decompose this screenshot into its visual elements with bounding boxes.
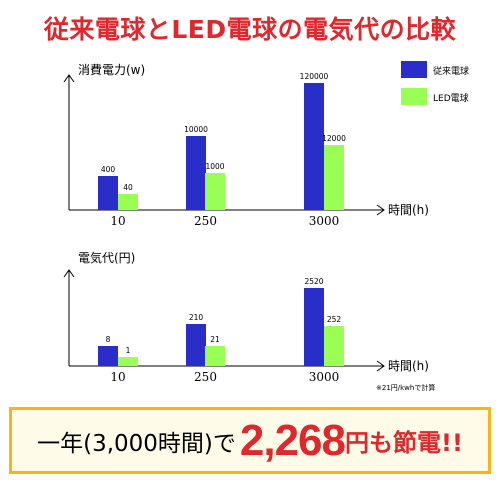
- calculation-note: ※21円/kwhで計算: [376, 384, 436, 392]
- bars: 8 1 210 21 2520 252: [98, 277, 344, 366]
- x-tick-3000: 3000: [309, 214, 340, 228]
- bar-incandescent-10: [98, 176, 118, 210]
- data-label-incandescent-250: 210: [189, 313, 204, 322]
- y-axis-label: 消費電力(w): [78, 62, 145, 77]
- x-axis-label: 時間(h): [388, 359, 429, 373]
- x-tick-10: 10: [110, 214, 125, 228]
- data-label-incandescent-10: 400: [101, 165, 116, 174]
- data-label-incandescent-3000: 120000: [300, 72, 329, 81]
- y-axis-arrow: [63, 269, 75, 278]
- y-axis-arrow: [63, 74, 75, 83]
- power-consumption-chart: 消費電力(w) 時間(h) 4004010000100012000012000 …: [63, 61, 469, 228]
- x-axis-label: 時間(h): [388, 203, 429, 217]
- x-tick-250: 250: [194, 370, 217, 384]
- legend-label-led: LED電球: [433, 92, 469, 104]
- data-label-incandescent-10: 8: [106, 335, 111, 344]
- data-label-led-3000: 252: [327, 315, 342, 324]
- bar-led-3000: [324, 326, 344, 366]
- electricity-cost-chart: 電気代(円) 時間(h) 8 1 210 21 2520 252 10 250 3000: [63, 250, 429, 384]
- bars: 400 40 10000 1000 120000 12000: [98, 72, 346, 210]
- data-label-led-250: 1000: [205, 162, 224, 171]
- data-label-led-250: 21: [210, 335, 220, 344]
- bar-led-250: [205, 346, 225, 366]
- x-tick-3000: 3000: [309, 370, 340, 384]
- y-axis-label: 電気代(円): [78, 250, 135, 265]
- x-tick-10: 10: [110, 370, 125, 384]
- savings-banner: 一年(3,000時間)で 2,268 円も節電!!: [9, 407, 491, 474]
- legend-label-incandescent: 従来電球: [433, 65, 469, 77]
- data-label-led-10: 40: [123, 183, 133, 192]
- banner-prefix: 一年(3,000時間)で: [37, 430, 236, 457]
- legend: 従来電球 LED電球: [401, 61, 469, 105]
- x-ticks: 10 250 3000: [110, 370, 339, 384]
- x-axis-arrow: [376, 360, 385, 372]
- x-tick-250: 250: [194, 214, 217, 228]
- data-label-incandescent-250: 10000: [184, 125, 208, 134]
- bar-incandescent-3000: [304, 83, 324, 210]
- bar-incandescent-10: [98, 346, 118, 366]
- banner-suffix: 円も節電!!: [345, 429, 463, 457]
- bar-led-250: [205, 173, 225, 210]
- bar-led-3000: [324, 145, 344, 210]
- x-axis-arrow: [376, 204, 385, 216]
- bar-led-10: [118, 194, 138, 210]
- legend-swatch-led: [401, 88, 427, 105]
- data-label-incandescent-3000: 2520: [304, 277, 323, 286]
- legend-swatch-incandescent: [401, 61, 427, 78]
- bar-incandescent-250: [186, 136, 206, 210]
- data-label-led-3000: 12000: [322, 134, 346, 143]
- x-ticks: 10 250 3000: [110, 214, 339, 228]
- bar-incandescent-250: [186, 324, 206, 366]
- bar-led-10: [118, 357, 138, 366]
- data-label-led-10: 1: [126, 346, 131, 355]
- page-title: 従来電球とLED電球の電気代の比較: [43, 15, 457, 44]
- bar-incandescent-3000: [304, 288, 324, 366]
- banner-amount: 2,268: [239, 415, 346, 465]
